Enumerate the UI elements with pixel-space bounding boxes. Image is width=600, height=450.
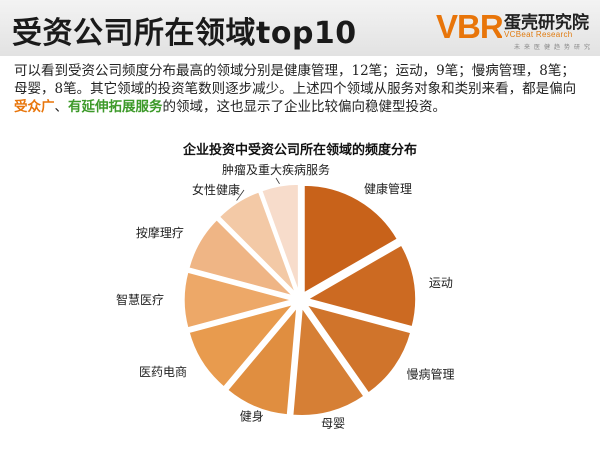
slice-label-4: 母婴	[321, 417, 345, 431]
brand-logo: VBR 蛋壳研究院 VCBeat Research 未来医健趋势研究	[434, 5, 594, 51]
header-bar: 受资公司所在领域top10 VBR 蛋壳研究院 VCBeat Research …	[0, 0, 600, 56]
description-paragraph: 可以看到受资公司频度分布最高的领域分别是健康管理，12笔；运动，9笔；慢病管理，…	[14, 62, 586, 116]
pie-slice-10	[260, 183, 300, 293]
slice-label-8: 按摩理疗	[136, 225, 184, 240]
description-text-1: 可以看到受资公司频度分布最高的领域分别是健康管理，12笔；运动，9笔；慢病管理，…	[14, 63, 577, 97]
pie-slice-2	[305, 243, 417, 328]
pie-slice-3	[304, 303, 412, 395]
logo-mark-text: VBR	[436, 8, 502, 43]
leader-line-9	[236, 189, 245, 201]
pie-slice-7	[183, 271, 295, 329]
slice-label-7: 智慧医疗	[116, 292, 164, 307]
logo-name-en: VCBeat Research	[504, 30, 573, 39]
highlight-wide-audience: 受众广	[14, 99, 55, 115]
vbr-logo-icon: VBR	[436, 8, 502, 43]
leader-line-10	[275, 177, 280, 184]
logo-subtitle: 未来医健趋势研究	[513, 44, 594, 51]
pie-slice-4	[291, 305, 366, 417]
slice-label-9: 女性健康	[192, 182, 240, 197]
logo-name-cn: 蛋壳研究院	[504, 13, 589, 33]
highlight-extended-services: 有延伸拓展服务	[68, 99, 163, 115]
slice-label-6: 医药电商	[139, 364, 187, 379]
description-separator: 、	[54, 99, 69, 115]
pie-slice-8	[187, 218, 296, 298]
description-text-2: 的领域，这也显示了企业比较偏向稳健型投资。	[162, 99, 447, 115]
slice-label-2: 运动	[429, 276, 453, 290]
slice-label-5: 健身	[240, 408, 264, 423]
pie-slice-6	[188, 302, 296, 389]
page-title: 受资公司所在领域top10	[12, 16, 357, 51]
pie-slice-1	[303, 184, 399, 295]
slice-label-1: 健康管理	[364, 181, 412, 196]
chart-title: 企业投资中受资公司所在领域的频度分布	[182, 142, 417, 158]
slice-label-3: 慢病管理	[406, 367, 454, 382]
pie-slice-9	[218, 190, 297, 294]
slice-label-10: 肿瘤及重大疾病服务	[222, 162, 330, 177]
pie-slice-5	[226, 305, 298, 416]
